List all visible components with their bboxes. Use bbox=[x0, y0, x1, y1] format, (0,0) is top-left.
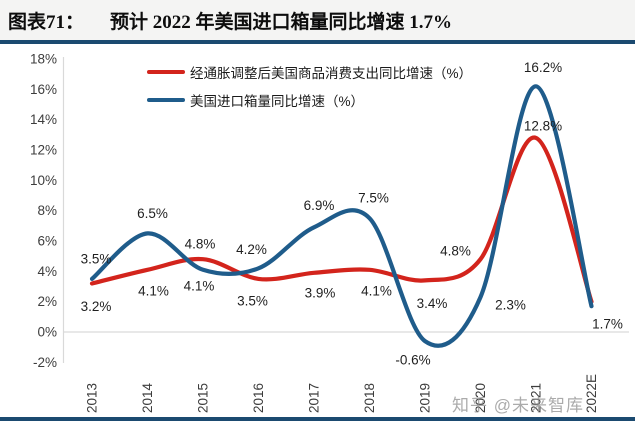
x-tick-label: 2013 bbox=[85, 383, 100, 413]
y-tick-label: 0% bbox=[37, 325, 57, 340]
legend-swatch-red bbox=[147, 70, 185, 74]
data-label: 4.2% bbox=[236, 242, 267, 257]
y-tick-label: 14% bbox=[30, 112, 57, 127]
data-label: 16.2% bbox=[524, 60, 562, 75]
x-tick-label: 2021 bbox=[529, 383, 544, 413]
y-tick-label: 16% bbox=[30, 82, 57, 97]
x-tick-label: 2020 bbox=[473, 383, 488, 413]
data-label: 4.8% bbox=[185, 237, 216, 252]
chart-title-bar: 图表71： 预计 2022 年美国进口箱量同比增速 1.7% bbox=[0, 0, 635, 44]
legend-label-red-series: 经通胀调整后美国商品消费支出同比增速（%） bbox=[190, 66, 473, 81]
data-label: 6.9% bbox=[304, 198, 335, 213]
x-tick-label: 2019 bbox=[418, 383, 433, 413]
x-tick-label: 2018 bbox=[362, 383, 377, 413]
data-label: 4.8% bbox=[440, 244, 471, 259]
y-tick-label: 6% bbox=[37, 233, 57, 248]
y-tick-label: 2% bbox=[37, 294, 57, 309]
data-label: 3.9% bbox=[305, 285, 336, 300]
data-label: -0.6% bbox=[395, 353, 430, 368]
data-label: 1.7% bbox=[592, 317, 623, 332]
y-tick-label: -2% bbox=[33, 355, 57, 370]
data-label: 4.1% bbox=[138, 283, 169, 298]
x-tick-label: 2016 bbox=[251, 383, 266, 413]
blue-series-path bbox=[89, 84, 594, 348]
page-title: 预计 2022 年美国进口箱量同比增速 1.7% bbox=[110, 11, 453, 33]
data-label: 3.5% bbox=[81, 251, 112, 266]
legend-item-red-series: 经通胀调整后美国商品消费支出同比增速（%） bbox=[147, 63, 472, 81]
chart-legend: 经通胀调整后美国商品消费支出同比增速（%） 美国进口箱量同比增速（%） bbox=[147, 63, 472, 119]
y-tick-label: 18% bbox=[30, 51, 57, 66]
data-label: 7.5% bbox=[358, 191, 389, 206]
x-tick-label: 2017 bbox=[307, 383, 322, 413]
legend-swatch-blue bbox=[147, 98, 185, 102]
data-label: 3.2% bbox=[81, 299, 112, 314]
watermark: 知乎 @未来智库 bbox=[452, 396, 584, 415]
bottom-divider bbox=[0, 417, 635, 421]
data-label: 4.1% bbox=[184, 278, 215, 293]
data-label: 3.4% bbox=[417, 296, 448, 311]
legend-item-blue-series: 美国进口箱量同比增速（%） bbox=[147, 91, 472, 109]
x-tick-label: 2015 bbox=[196, 383, 211, 413]
x-tick-label: 2014 bbox=[140, 382, 155, 413]
x-tick-label: 2022E bbox=[584, 374, 599, 413]
figure-number-label: 图表71： bbox=[8, 11, 85, 33]
data-label: 3.5% bbox=[237, 293, 268, 308]
y-tick-label: 4% bbox=[37, 264, 57, 279]
data-label: 6.5% bbox=[137, 206, 168, 221]
data-label: 4.1% bbox=[361, 283, 392, 298]
y-tick-label: 8% bbox=[37, 203, 57, 218]
legend-label-blue-series: 美国进口箱量同比增速（%） bbox=[190, 94, 365, 109]
data-label: 2.3% bbox=[495, 298, 526, 313]
y-tick-label: 10% bbox=[30, 173, 57, 188]
y-tick-label: 12% bbox=[30, 142, 57, 157]
data-label: 12.8% bbox=[524, 118, 562, 133]
